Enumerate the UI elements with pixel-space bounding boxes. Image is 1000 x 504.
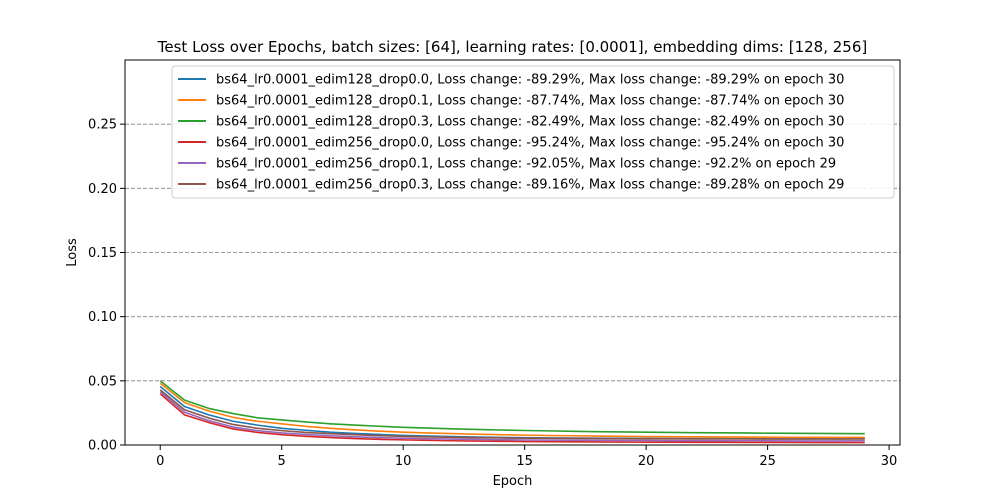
x-tick-label: 10 xyxy=(395,454,412,469)
series-lines xyxy=(159,380,865,444)
legend-label: bs64_lr0.0001_edim128_drop0.0, Loss chan… xyxy=(216,73,844,88)
x-tick-label: 0 xyxy=(156,454,164,469)
legend: bs64_lr0.0001_edim128_drop0.0, Loss chan… xyxy=(171,65,895,199)
chart-title: Test Loss over Epochs, batch sizes: [64]… xyxy=(157,38,867,56)
axis-ticks: 0.00 0.05 0.10 0.15 0.20 0.25 0 5 10 15 20 25 30 xyxy=(88,118,897,469)
legend-label: bs64_lr0.0001_edim256_drop0.0, Loss chan… xyxy=(216,136,844,151)
x-axis-label: Epoch xyxy=(493,474,533,489)
legend-label: bs64_lr0.0001_edim256_drop0.3, Loss chan… xyxy=(216,178,844,193)
y-tick-label: 0.05 xyxy=(88,374,117,389)
y-tick-label: 0.20 xyxy=(88,182,117,197)
y-axis-label: Loss xyxy=(65,238,80,267)
legend-box xyxy=(171,65,895,199)
y-tick-label: 0.25 xyxy=(88,118,117,133)
series-line-6 xyxy=(159,389,865,440)
x-tick-label: 30 xyxy=(881,454,898,469)
y-tick-label: 0.15 xyxy=(88,246,117,261)
legend-label: bs64_lr0.0001_edim128_drop0.1, Loss chan… xyxy=(216,94,844,109)
series-line-5 xyxy=(159,391,865,442)
series-line-2 xyxy=(159,382,865,439)
x-tick-label: 20 xyxy=(638,454,655,469)
x-tick-label: 25 xyxy=(759,454,776,469)
legend-label: bs64_lr0.0001_edim128_drop0.3, Loss chan… xyxy=(216,115,844,130)
x-tick-label: 5 xyxy=(278,454,286,469)
series-line-3 xyxy=(159,380,865,435)
y-tick-label: 0.10 xyxy=(88,310,117,325)
x-tick-label: 15 xyxy=(516,454,533,469)
legend-label: bs64_lr0.0001_edim256_drop0.1, Loss chan… xyxy=(216,157,836,172)
series-line-4 xyxy=(159,393,865,444)
y-tick-label: 0.00 xyxy=(88,439,117,454)
